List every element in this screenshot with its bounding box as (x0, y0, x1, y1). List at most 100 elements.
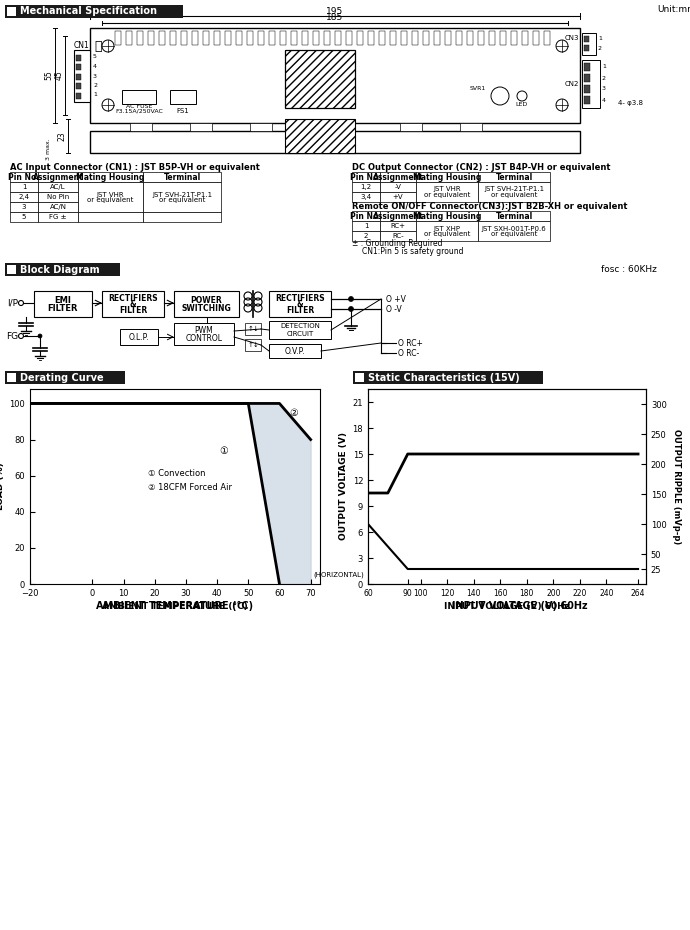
Bar (126, 31, 132, 45)
Text: Derating Curve: Derating Curve (20, 373, 104, 382)
Bar (380, 221, 416, 231)
Text: 1: 1 (22, 184, 26, 190)
Bar (380, 182, 416, 192)
Text: O -V: O -V (386, 304, 402, 313)
Text: CONTROL: CONTROL (186, 334, 222, 342)
Text: LED: LED (516, 102, 528, 108)
Bar (269, 31, 275, 45)
Bar (78, 212, 143, 222)
Bar (74, 50, 90, 102)
Text: SWITCHING: SWITCHING (181, 303, 231, 312)
Bar (291, 31, 297, 45)
Bar (584, 45, 589, 51)
Text: RECTIFIERS: RECTIFIERS (108, 294, 158, 302)
Text: DETECTION: DETECTION (280, 323, 320, 329)
Bar (533, 31, 539, 45)
Y-axis label: LOAD (%): LOAD (%) (0, 462, 6, 511)
Bar (7, 373, 16, 382)
Bar (143, 172, 221, 182)
Text: Terminal: Terminal (495, 211, 533, 220)
Text: Mating Housing: Mating Housing (413, 172, 481, 181)
Text: FILTER: FILTER (119, 305, 147, 314)
Text: JST SVH-21T-P1.1: JST SVH-21T-P1.1 (484, 187, 544, 193)
Text: 2: 2 (364, 233, 368, 239)
Text: 1: 1 (364, 223, 368, 229)
Bar (76, 64, 81, 71)
Bar (352, 221, 380, 231)
Text: CIRCUIT: CIRCUIT (286, 331, 314, 337)
Bar (478, 31, 484, 45)
Text: AMBIENT TEMPERATURE (°C): AMBIENT TEMPERATURE (°C) (97, 601, 253, 611)
Bar (324, 31, 330, 45)
Bar (250, 123, 272, 131)
Bar (280, 31, 286, 45)
Bar (143, 182, 221, 212)
Bar (38, 192, 78, 202)
Bar (115, 31, 121, 45)
Text: or equivalent: or equivalent (159, 197, 205, 203)
Text: 3,4: 3,4 (360, 194, 371, 200)
Text: 4: 4 (93, 64, 97, 69)
Text: O.L.P.: O.L.P. (129, 333, 149, 341)
Text: ②: ② (289, 408, 298, 418)
Text: Assignment: Assignment (32, 172, 83, 181)
Bar (416, 172, 478, 182)
Text: ② 18CFM Forced Air: ② 18CFM Forced Air (148, 483, 233, 492)
Bar (10, 172, 38, 182)
Bar (357, 31, 363, 45)
Bar (478, 221, 550, 241)
Bar (38, 212, 78, 222)
Text: or equivalent: or equivalent (491, 192, 538, 198)
Bar (38, 202, 78, 212)
Text: INPUT VOLTAGE (V) 60Hz: INPUT VOLTAGE (V) 60Hz (452, 601, 588, 611)
Bar (10, 182, 38, 192)
Bar (346, 31, 352, 45)
Bar (38, 182, 78, 192)
Bar (478, 172, 550, 182)
Text: (HORIZONTAL): (HORIZONTAL) (314, 572, 364, 578)
Text: Static Characteristics (15V): Static Characteristics (15V) (368, 373, 520, 382)
Text: Pin No.: Pin No. (8, 172, 39, 181)
Circle shape (348, 297, 353, 301)
Text: 195: 195 (326, 7, 344, 16)
Bar (76, 55, 81, 61)
Text: Unit:mm: Unit:mm (657, 6, 690, 15)
Circle shape (348, 307, 353, 312)
Bar (258, 31, 264, 45)
Text: FILTER: FILTER (286, 305, 314, 314)
Bar (247, 31, 253, 45)
Text: O RC-: O RC- (398, 349, 420, 357)
Bar (584, 85, 590, 93)
Text: JST VHR: JST VHR (97, 192, 124, 197)
Text: or equivalent: or equivalent (424, 231, 470, 237)
Bar (225, 31, 231, 45)
Bar (380, 192, 416, 202)
Bar (5, 371, 125, 384)
Text: ①: ① (219, 446, 228, 456)
Text: 3: 3 (93, 73, 97, 78)
Bar (102, 291, 164, 317)
Bar (38, 172, 78, 182)
Bar (78, 172, 143, 182)
Text: +V: +V (393, 194, 404, 200)
Bar (269, 291, 331, 317)
Text: Assignment: Assignment (373, 172, 424, 181)
Text: SVR1: SVR1 (470, 86, 486, 90)
Bar (90, 131, 580, 153)
Bar (401, 31, 407, 45)
Bar (500, 31, 506, 45)
Bar (174, 291, 239, 317)
Text: O.V.P.: O.V.P. (285, 347, 305, 355)
Bar (122, 90, 156, 104)
Bar (174, 323, 234, 345)
Text: Block Diagram: Block Diagram (20, 264, 99, 274)
Text: RECTIFIERS: RECTIFIERS (275, 294, 325, 302)
Bar (192, 31, 198, 45)
Text: JST VHR: JST VHR (433, 187, 461, 193)
Bar (423, 31, 429, 45)
Text: RC-: RC- (392, 233, 404, 239)
Text: Pin No.: Pin No. (351, 172, 382, 181)
Bar (76, 84, 81, 89)
Text: 4- φ3.8: 4- φ3.8 (618, 100, 643, 106)
Bar (76, 74, 81, 80)
